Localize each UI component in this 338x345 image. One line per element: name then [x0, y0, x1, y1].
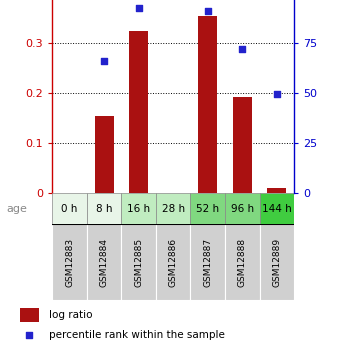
Text: GSM12886: GSM12886 [169, 238, 178, 287]
Bar [20, 308, 39, 322]
Text: percentile rank within the sample: percentile rank within the sample [49, 330, 225, 339]
Text: GSM12883: GSM12883 [65, 238, 74, 287]
Bar [225, 224, 260, 300]
Point [240, 46, 245, 52]
Bar [260, 224, 294, 300]
Bar [87, 193, 121, 224]
Bar [233, 97, 252, 193]
Bar [52, 224, 87, 300]
Bar [52, 193, 87, 224]
Text: log ratio: log ratio [49, 310, 92, 320]
Text: 28 h: 28 h [162, 204, 185, 214]
Point [27, 332, 32, 337]
Text: GSM12884: GSM12884 [100, 238, 109, 287]
Bar [225, 193, 260, 224]
Text: GSM12887: GSM12887 [203, 238, 212, 287]
Text: 52 h: 52 h [196, 204, 219, 214]
Bar [191, 193, 225, 224]
Text: 96 h: 96 h [231, 204, 254, 214]
Bar [95, 116, 114, 193]
Text: GSM12885: GSM12885 [134, 238, 143, 287]
Bar [260, 193, 294, 224]
Bar [191, 224, 225, 300]
Bar [267, 188, 286, 193]
Text: 8 h: 8 h [96, 204, 113, 214]
Bar [121, 224, 156, 300]
Text: GSM12888: GSM12888 [238, 238, 247, 287]
Bar [156, 193, 191, 224]
Text: age: age [7, 204, 28, 214]
Point [274, 91, 280, 96]
Text: 16 h: 16 h [127, 204, 150, 214]
Text: GSM12889: GSM12889 [272, 238, 281, 287]
Bar [87, 224, 121, 300]
Text: 0 h: 0 h [62, 204, 78, 214]
Bar [198, 16, 217, 193]
Bar [129, 31, 148, 193]
Bar [156, 224, 191, 300]
Point [101, 58, 107, 63]
Text: 144 h: 144 h [262, 204, 292, 214]
Point [136, 5, 141, 11]
Bar [121, 193, 156, 224]
Point [205, 8, 211, 13]
